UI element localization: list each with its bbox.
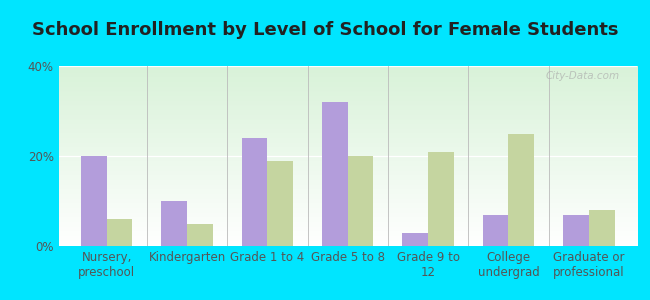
- Text: School Enrollment by Level of School for Female Students: School Enrollment by Level of School for…: [32, 21, 618, 39]
- Text: City-Data.com: City-Data.com: [545, 71, 619, 81]
- Bar: [428, 152, 454, 246]
- Bar: [107, 219, 133, 246]
- Bar: [589, 210, 614, 246]
- Bar: [242, 138, 267, 246]
- Bar: [348, 156, 374, 246]
- Bar: [267, 160, 293, 246]
- Bar: [322, 102, 348, 246]
- Bar: [563, 214, 589, 246]
- Bar: [161, 201, 187, 246]
- Bar: [402, 232, 428, 246]
- Bar: [187, 224, 213, 246]
- Bar: [508, 134, 534, 246]
- Bar: [81, 156, 107, 246]
- Bar: [483, 214, 508, 246]
